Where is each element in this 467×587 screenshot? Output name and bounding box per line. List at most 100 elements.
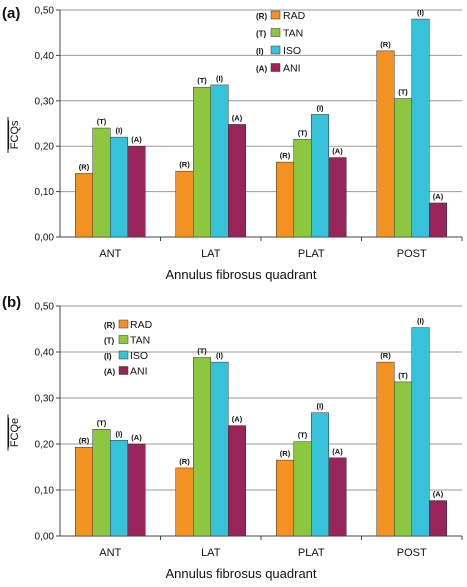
y-tick-label: 0,30 [35,394,55,405]
bar-tan-lat [193,86,211,238]
bar-ani-post [429,202,447,238]
legend-swatch [270,45,281,55]
bar-code-label: (T) [298,128,308,137]
bar-code-label: (T) [97,418,107,427]
legend-swatch [270,63,281,72]
bar-ani-plat [328,457,347,537]
bar-code-label: (I) [316,402,324,411]
y-tick-label: 0,00 [35,532,55,543]
bar-code-label: (T) [197,76,207,85]
bar-ani-lat [228,425,246,537]
legend-code: (A) [104,368,115,377]
bar-tan-lat [193,357,211,537]
bar-iso-post [411,327,430,537]
bar-ani-post [429,500,447,537]
y-tick-label: 0,40 [35,348,55,359]
bar-code-label: (R) [380,40,391,49]
bar-code-label: (T) [197,347,207,356]
bar-code-label: (A) [232,113,243,122]
legend-code: (T) [104,337,115,346]
legend-label: ANI [130,366,148,378]
legend-code: (I) [104,352,112,361]
y-tick-label: 0,20 [35,440,55,451]
x-tick-label: ANT [99,547,121,559]
y-tick-label: 0,50 [35,6,55,17]
bar-code-label: (I) [417,8,425,17]
legend-label: ISO [283,45,301,57]
legend-label: ANI [283,63,301,75]
bar-code-label: (A) [232,415,243,424]
y-tick-label: 0,40 [35,51,55,62]
x-tick-label: ANT [99,248,121,260]
bar-code-label: (A) [131,135,142,144]
bar-tan-post [394,98,412,238]
bar-tan-ant [92,127,111,238]
bar-rad-post [376,361,395,537]
x-tick-label: LAT [201,248,221,260]
y-tick-label: 0,50 [35,302,55,313]
bar-code-label: (I) [115,429,123,438]
legend-label: RAD [283,10,306,22]
bar-rad-lat [175,467,194,537]
legend-code: (R) [104,321,115,330]
x-axis-label: Annulus fibrosus quadrant [165,566,316,581]
bar-code-label: (I) [115,126,123,135]
x-tick-label: POST [397,547,427,559]
bar-code-label: (I) [216,74,224,83]
bar-code-label: (A) [433,490,444,499]
bar-code-label: (R) [79,436,90,445]
y-tick-label: 0,10 [35,187,55,198]
x-axis-label: Annulus fibrosus quadrant [165,267,316,282]
legend-label: RAD [130,319,153,331]
bar-code-label: (R) [79,162,90,171]
x-tick-label: PLAT [298,547,325,559]
bar-rad-lat [175,170,194,238]
y-tick-label: 0,20 [35,142,55,153]
bar-tan-plat [293,441,312,537]
legend-swatch [270,28,281,37]
y-axis-label: FCQs [9,120,21,149]
panel-label: (a) [2,5,20,22]
bar-code-label: (I) [216,351,224,360]
bar-code-label: (R) [179,457,190,466]
bar-code-label: (T) [97,117,107,126]
legend-code: (T) [256,30,267,39]
bar-rad-plat [276,161,294,238]
bar-tan-ant [92,429,111,537]
bar-tan-plat [293,139,312,238]
bar-tan-post [394,381,412,537]
legend-code: (A) [256,65,267,74]
panel-label: (b) [2,294,21,311]
bar-iso-plat [311,412,329,537]
legend-swatch [118,319,129,329]
x-tick-label: POST [397,248,427,260]
bar-code-label: (R) [179,160,190,169]
bar-ani-plat [328,157,347,238]
bar-iso-lat [210,361,229,537]
chart-panel-2: (b) 0,00 0,10 0,20 0,30 0,40 0,50 FCQe ANT (R) (T)… [2,294,463,581]
bar-code-label: (A) [433,192,444,201]
bar-code-label: (A) [332,147,343,156]
bar-rad-post [376,50,395,238]
bar-code-label: (I) [316,103,324,112]
bar-ani-ant [127,443,146,537]
bar-iso-ant [110,440,128,537]
legend-swatch [270,10,281,20]
bar-ani-ant [127,145,146,238]
bar-rad-plat [276,459,294,537]
y-tick-label: 0,30 [35,96,55,107]
legend-label: TAN [130,335,150,347]
legend-label: ISO [130,350,148,362]
legend: (R) RAD (T) TAN (I) ISO (A) ANI [256,10,306,75]
y-tick-label: 0,10 [35,486,55,497]
legend-swatch [118,350,129,360]
y-tick-label: 0,00 [35,233,55,244]
legend-label: TAN [283,28,303,40]
bar-rad-ant [75,446,93,537]
bar-code-label: (T) [298,431,308,440]
bar-code-label: (R) [280,449,291,458]
legend-code: (I) [256,47,264,56]
legend: (R) RAD (T) TAN (I) ISO (A) ANI [104,319,153,378]
x-tick-label: LAT [201,547,221,559]
